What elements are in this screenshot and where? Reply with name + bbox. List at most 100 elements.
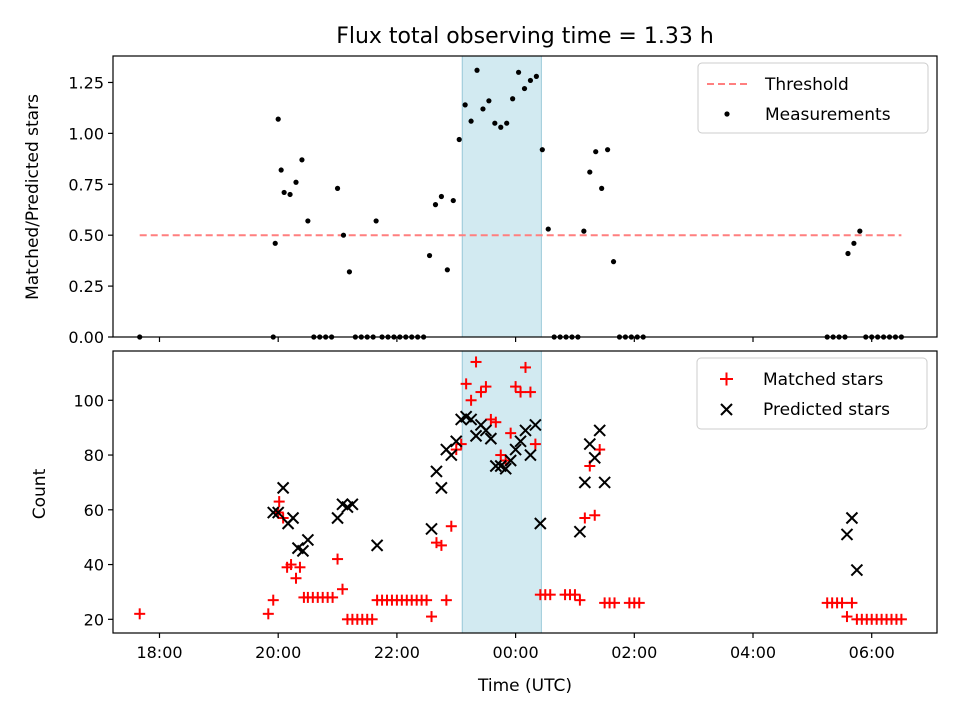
count-y-tick-label: 100 <box>73 391 104 410</box>
measurement-point <box>857 228 863 234</box>
legend-matched-swatch <box>720 372 733 386</box>
matched-point <box>470 356 482 368</box>
measurement-point <box>515 69 522 75</box>
measurement-point <box>851 240 857 246</box>
time-x-tick-label: 20:00 <box>255 643 301 662</box>
time-x-tick-label: 18:00 <box>136 643 182 662</box>
counts-legend-box <box>696 357 928 430</box>
measurement-point <box>593 149 599 155</box>
count-y-tick-label: 20 <box>84 610 104 629</box>
matched-point <box>445 520 457 532</box>
measurement-point <box>468 118 474 124</box>
legend-measurements-label: Measurements <box>765 105 891 125</box>
measurement-point <box>845 250 851 257</box>
matched-point <box>267 594 279 606</box>
matched-point <box>841 611 853 623</box>
measurement-point <box>426 252 433 259</box>
predicted-point <box>524 448 537 462</box>
measurement-point <box>340 232 347 238</box>
matched-point <box>332 553 344 565</box>
predicted-point <box>370 539 384 552</box>
matched-point <box>569 589 581 601</box>
count-y-label: Count <box>30 468 50 519</box>
measurement-point <box>456 136 462 143</box>
predicted-point <box>534 517 547 530</box>
predicted-point <box>430 465 443 478</box>
measurement-point <box>474 67 480 73</box>
predicted-point <box>593 424 606 437</box>
ratio-y-tick-label: 0.25 <box>68 277 104 296</box>
ratio-y-axis: 0.00 0.25 0.50 0.75 1.00 1.25 <box>68 73 113 347</box>
predicted-point <box>450 435 463 448</box>
time-x-tick-label: 22:00 <box>374 643 420 662</box>
matched-point <box>285 559 297 571</box>
observing-window-span <box>461 55 542 338</box>
observing-window-span-counts <box>461 350 542 634</box>
predicted-point <box>276 481 290 495</box>
chart-title: Flux total observing time = 1.33 h <box>336 24 714 49</box>
time-x-tick-label: 04:00 <box>730 643 776 662</box>
predicted-point <box>588 451 601 464</box>
predicted-point <box>346 498 359 511</box>
predicted-point <box>850 563 864 577</box>
legend-measurement-swatch <box>724 111 730 117</box>
predicted-point <box>484 432 498 445</box>
measurement-point <box>521 85 528 92</box>
matched-point <box>836 597 848 609</box>
predicted-point <box>435 481 448 495</box>
matched-point <box>421 594 433 606</box>
predicted-point <box>583 437 596 451</box>
predicted-point <box>845 511 859 525</box>
count-y-axis: 20 40 60 80 100 <box>73 391 113 629</box>
matched-point <box>895 613 907 625</box>
counts-legend: Matched stars Predicted stars <box>696 357 928 430</box>
measurement-point <box>480 106 486 112</box>
matched-point <box>455 438 467 450</box>
count-y-tick-label: 60 <box>84 501 104 520</box>
measurement-point <box>504 120 510 126</box>
matched-point <box>529 438 541 450</box>
counts-panel: 20 40 60 80 100 18:00 20:00 22:00 00:00 02:00 04:… <box>30 350 938 696</box>
predicted-point <box>578 476 592 489</box>
predicted-point <box>504 454 517 467</box>
ratio-y-tick-label: 0.00 <box>68 328 104 347</box>
count-y-tick-label: 80 <box>84 446 104 465</box>
matched-point <box>294 561 306 573</box>
ratio-legend: Threshold Measurements <box>697 62 929 134</box>
measurement-point <box>599 185 605 191</box>
matched-point <box>366 613 378 625</box>
measurement-point <box>278 167 284 173</box>
measurement-point <box>492 120 498 126</box>
matched-point <box>846 597 858 609</box>
ratio-y-tick-label: 0.50 <box>68 226 104 245</box>
measurement-point <box>610 259 617 265</box>
ratio-x-ticks <box>158 337 873 342</box>
matched-point <box>544 589 556 601</box>
predicted-point <box>509 443 522 456</box>
legend-matched-label: Matched stars <box>763 370 883 390</box>
matched-point <box>579 512 591 524</box>
matched-point <box>435 539 447 551</box>
measurement-point <box>275 116 281 122</box>
legend-predicted-swatch <box>720 403 733 416</box>
measurement-point <box>527 77 534 84</box>
predicted-point <box>464 413 478 426</box>
measurement-point <box>450 197 456 204</box>
matched-point <box>510 381 522 393</box>
measurement-point <box>498 124 504 130</box>
predicted-point <box>469 429 483 443</box>
predicted-point <box>519 424 532 437</box>
count-y-tick-label: 40 <box>84 556 104 575</box>
matched-point <box>589 509 601 521</box>
ratio-plot-frame <box>112 55 938 338</box>
measurement-point <box>604 147 611 153</box>
predicted-point <box>489 459 503 473</box>
matched-point <box>524 386 536 398</box>
matched-point <box>426 611 438 623</box>
measurement-point <box>545 226 551 232</box>
counts-plot-frame <box>112 350 938 634</box>
matched-point <box>633 597 645 609</box>
predicted-point <box>286 511 300 525</box>
matched-point <box>336 583 348 595</box>
matched-point <box>134 608 146 620</box>
